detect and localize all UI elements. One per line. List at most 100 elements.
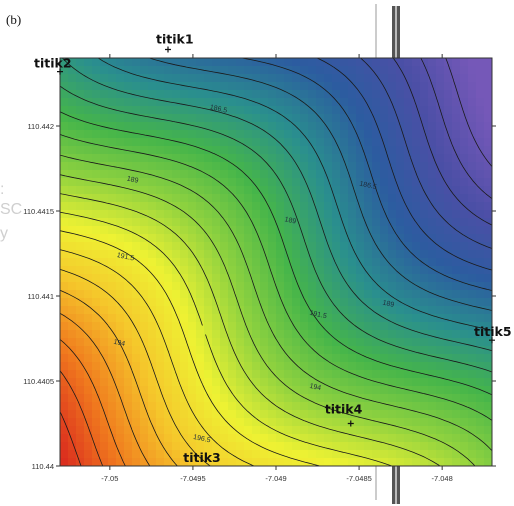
color-cell xyxy=(92,386,101,395)
color-cell xyxy=(412,250,421,259)
color-cell xyxy=(140,410,149,419)
color-cell xyxy=(484,322,492,331)
color-cell xyxy=(292,170,301,179)
color-cell xyxy=(428,370,437,379)
color-cell xyxy=(196,386,205,395)
color-cell xyxy=(300,226,309,235)
color-cell xyxy=(348,290,357,299)
color-cell xyxy=(340,394,349,403)
color-cell xyxy=(116,210,125,219)
color-cell xyxy=(156,338,165,347)
color-cell xyxy=(68,362,77,371)
color-cell xyxy=(388,210,397,219)
color-cell xyxy=(364,394,373,403)
color-cell xyxy=(76,330,85,339)
color-cell xyxy=(484,162,492,171)
color-cell xyxy=(388,218,397,227)
color-cell xyxy=(396,418,405,427)
color-cell xyxy=(404,66,413,75)
color-cell xyxy=(76,346,85,355)
color-cell xyxy=(404,82,413,91)
color-cell xyxy=(140,418,149,427)
color-cell xyxy=(252,226,261,235)
color-cell xyxy=(212,218,221,227)
color-cell xyxy=(84,354,93,363)
color-cell xyxy=(276,170,285,179)
color-cell xyxy=(372,346,381,355)
color-cell xyxy=(484,338,492,347)
contour-line xyxy=(60,174,476,466)
color-cell xyxy=(428,322,437,331)
color-cell xyxy=(364,314,373,323)
color-cell xyxy=(404,162,413,171)
color-cell xyxy=(308,378,317,387)
color-cell xyxy=(148,450,157,459)
color-cell xyxy=(372,298,381,307)
color-cell xyxy=(236,82,245,91)
color-cell xyxy=(244,274,253,283)
color-cell xyxy=(444,162,453,171)
color-cell xyxy=(444,426,453,435)
color-cell xyxy=(84,210,93,219)
color-cell xyxy=(436,274,445,283)
color-cell xyxy=(364,90,373,99)
color-cell xyxy=(340,274,349,283)
color-cell xyxy=(76,90,85,99)
color-cell xyxy=(324,458,333,466)
color-cell xyxy=(116,58,125,67)
color-cell xyxy=(372,314,381,323)
color-cell xyxy=(300,322,309,331)
color-cell xyxy=(188,250,197,259)
color-cell xyxy=(60,378,69,387)
color-cell xyxy=(84,66,93,75)
color-cell xyxy=(372,434,381,443)
color-cell xyxy=(236,130,245,139)
color-cell xyxy=(100,210,109,219)
color-cell xyxy=(428,434,437,443)
color-cell xyxy=(172,442,181,451)
color-cell xyxy=(108,226,117,235)
color-cell xyxy=(60,338,69,347)
color-cell xyxy=(420,338,429,347)
color-cell xyxy=(212,458,221,466)
color-cell xyxy=(252,282,261,291)
color-cell xyxy=(236,218,245,227)
color-cell xyxy=(220,210,229,219)
color-cell xyxy=(124,290,133,299)
color-cell xyxy=(476,98,485,107)
color-cell xyxy=(284,218,293,227)
color-cell xyxy=(276,154,285,163)
color-cell xyxy=(68,194,77,203)
color-cell xyxy=(76,282,85,291)
color-cell xyxy=(300,282,309,291)
color-cell xyxy=(132,274,141,283)
color-cell xyxy=(172,418,181,427)
color-cell xyxy=(140,66,149,75)
color-cell xyxy=(468,250,477,259)
color-cell xyxy=(444,114,453,123)
color-cell xyxy=(372,194,381,203)
color-cell xyxy=(132,338,141,347)
color-cell xyxy=(84,146,93,155)
color-cell xyxy=(404,178,413,187)
color-cell xyxy=(116,178,125,187)
color-cell xyxy=(332,234,341,243)
color-cell xyxy=(172,378,181,387)
color-cell xyxy=(340,458,349,466)
color-cell xyxy=(220,98,229,107)
color-cell xyxy=(244,298,253,307)
color-cell xyxy=(268,338,277,347)
color-cell xyxy=(340,322,349,331)
color-cell xyxy=(140,346,149,355)
color-cell xyxy=(340,138,349,147)
color-cell xyxy=(476,362,485,371)
color-cell xyxy=(316,322,325,331)
color-cell xyxy=(180,306,189,315)
color-cell xyxy=(148,250,157,259)
color-cell xyxy=(220,258,229,267)
color-cell xyxy=(116,330,125,339)
color-cell xyxy=(428,226,437,235)
color-cell xyxy=(268,122,277,131)
color-cell xyxy=(132,362,141,371)
color-cell xyxy=(60,298,69,307)
